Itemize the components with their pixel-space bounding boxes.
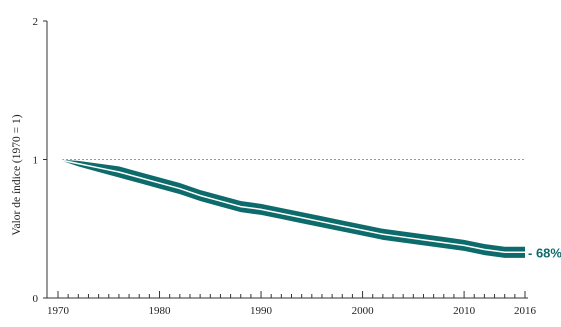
data-point	[341, 225, 343, 227]
data-point	[179, 187, 181, 190]
data-point	[199, 194, 201, 197]
x-ticks: 1970 1980 1990 2000 2010 2016	[47, 291, 537, 317]
y-tick-label: 2	[33, 16, 39, 28]
data-point	[402, 236, 404, 238]
confidence-band	[58, 159, 525, 258]
x-tick-label: 1980	[149, 305, 172, 317]
data-points	[57, 158, 526, 253]
x-tick-label: 1990	[250, 305, 273, 317]
x-tick-label: 1970	[47, 305, 70, 317]
data-point	[118, 171, 120, 173]
data-point	[240, 205, 242, 208]
x-tick-label: 2016	[514, 305, 537, 317]
data-point	[77, 163, 79, 165]
data-point	[260, 208, 262, 210]
y-tick-label: 1	[33, 155, 39, 167]
x-tick-label: 2000	[352, 305, 375, 317]
data-point	[321, 221, 323, 223]
data-point	[138, 176, 140, 179]
data-point	[422, 239, 425, 241]
data-point	[361, 229, 364, 231]
x-tick-label: 2010	[453, 305, 476, 317]
data-point	[158, 182, 161, 184]
data-point	[463, 244, 465, 246]
data-point	[98, 167, 100, 169]
y-tick-label: 0	[33, 293, 39, 305]
data-point	[382, 233, 384, 235]
data-point	[443, 242, 445, 244]
data-point	[301, 217, 303, 219]
data-point	[524, 251, 526, 253]
data-point	[504, 251, 506, 253]
y-axis-label: Valor de índice (1970 = 1)	[11, 114, 23, 235]
data-point	[280, 212, 282, 215]
y-ticks: 0 1 2	[33, 16, 47, 305]
data-point	[57, 158, 59, 161]
data-point	[483, 248, 485, 251]
end-value-label: - 68%	[528, 245, 561, 260]
data-point	[219, 200, 222, 202]
series-line	[57, 158, 525, 254]
